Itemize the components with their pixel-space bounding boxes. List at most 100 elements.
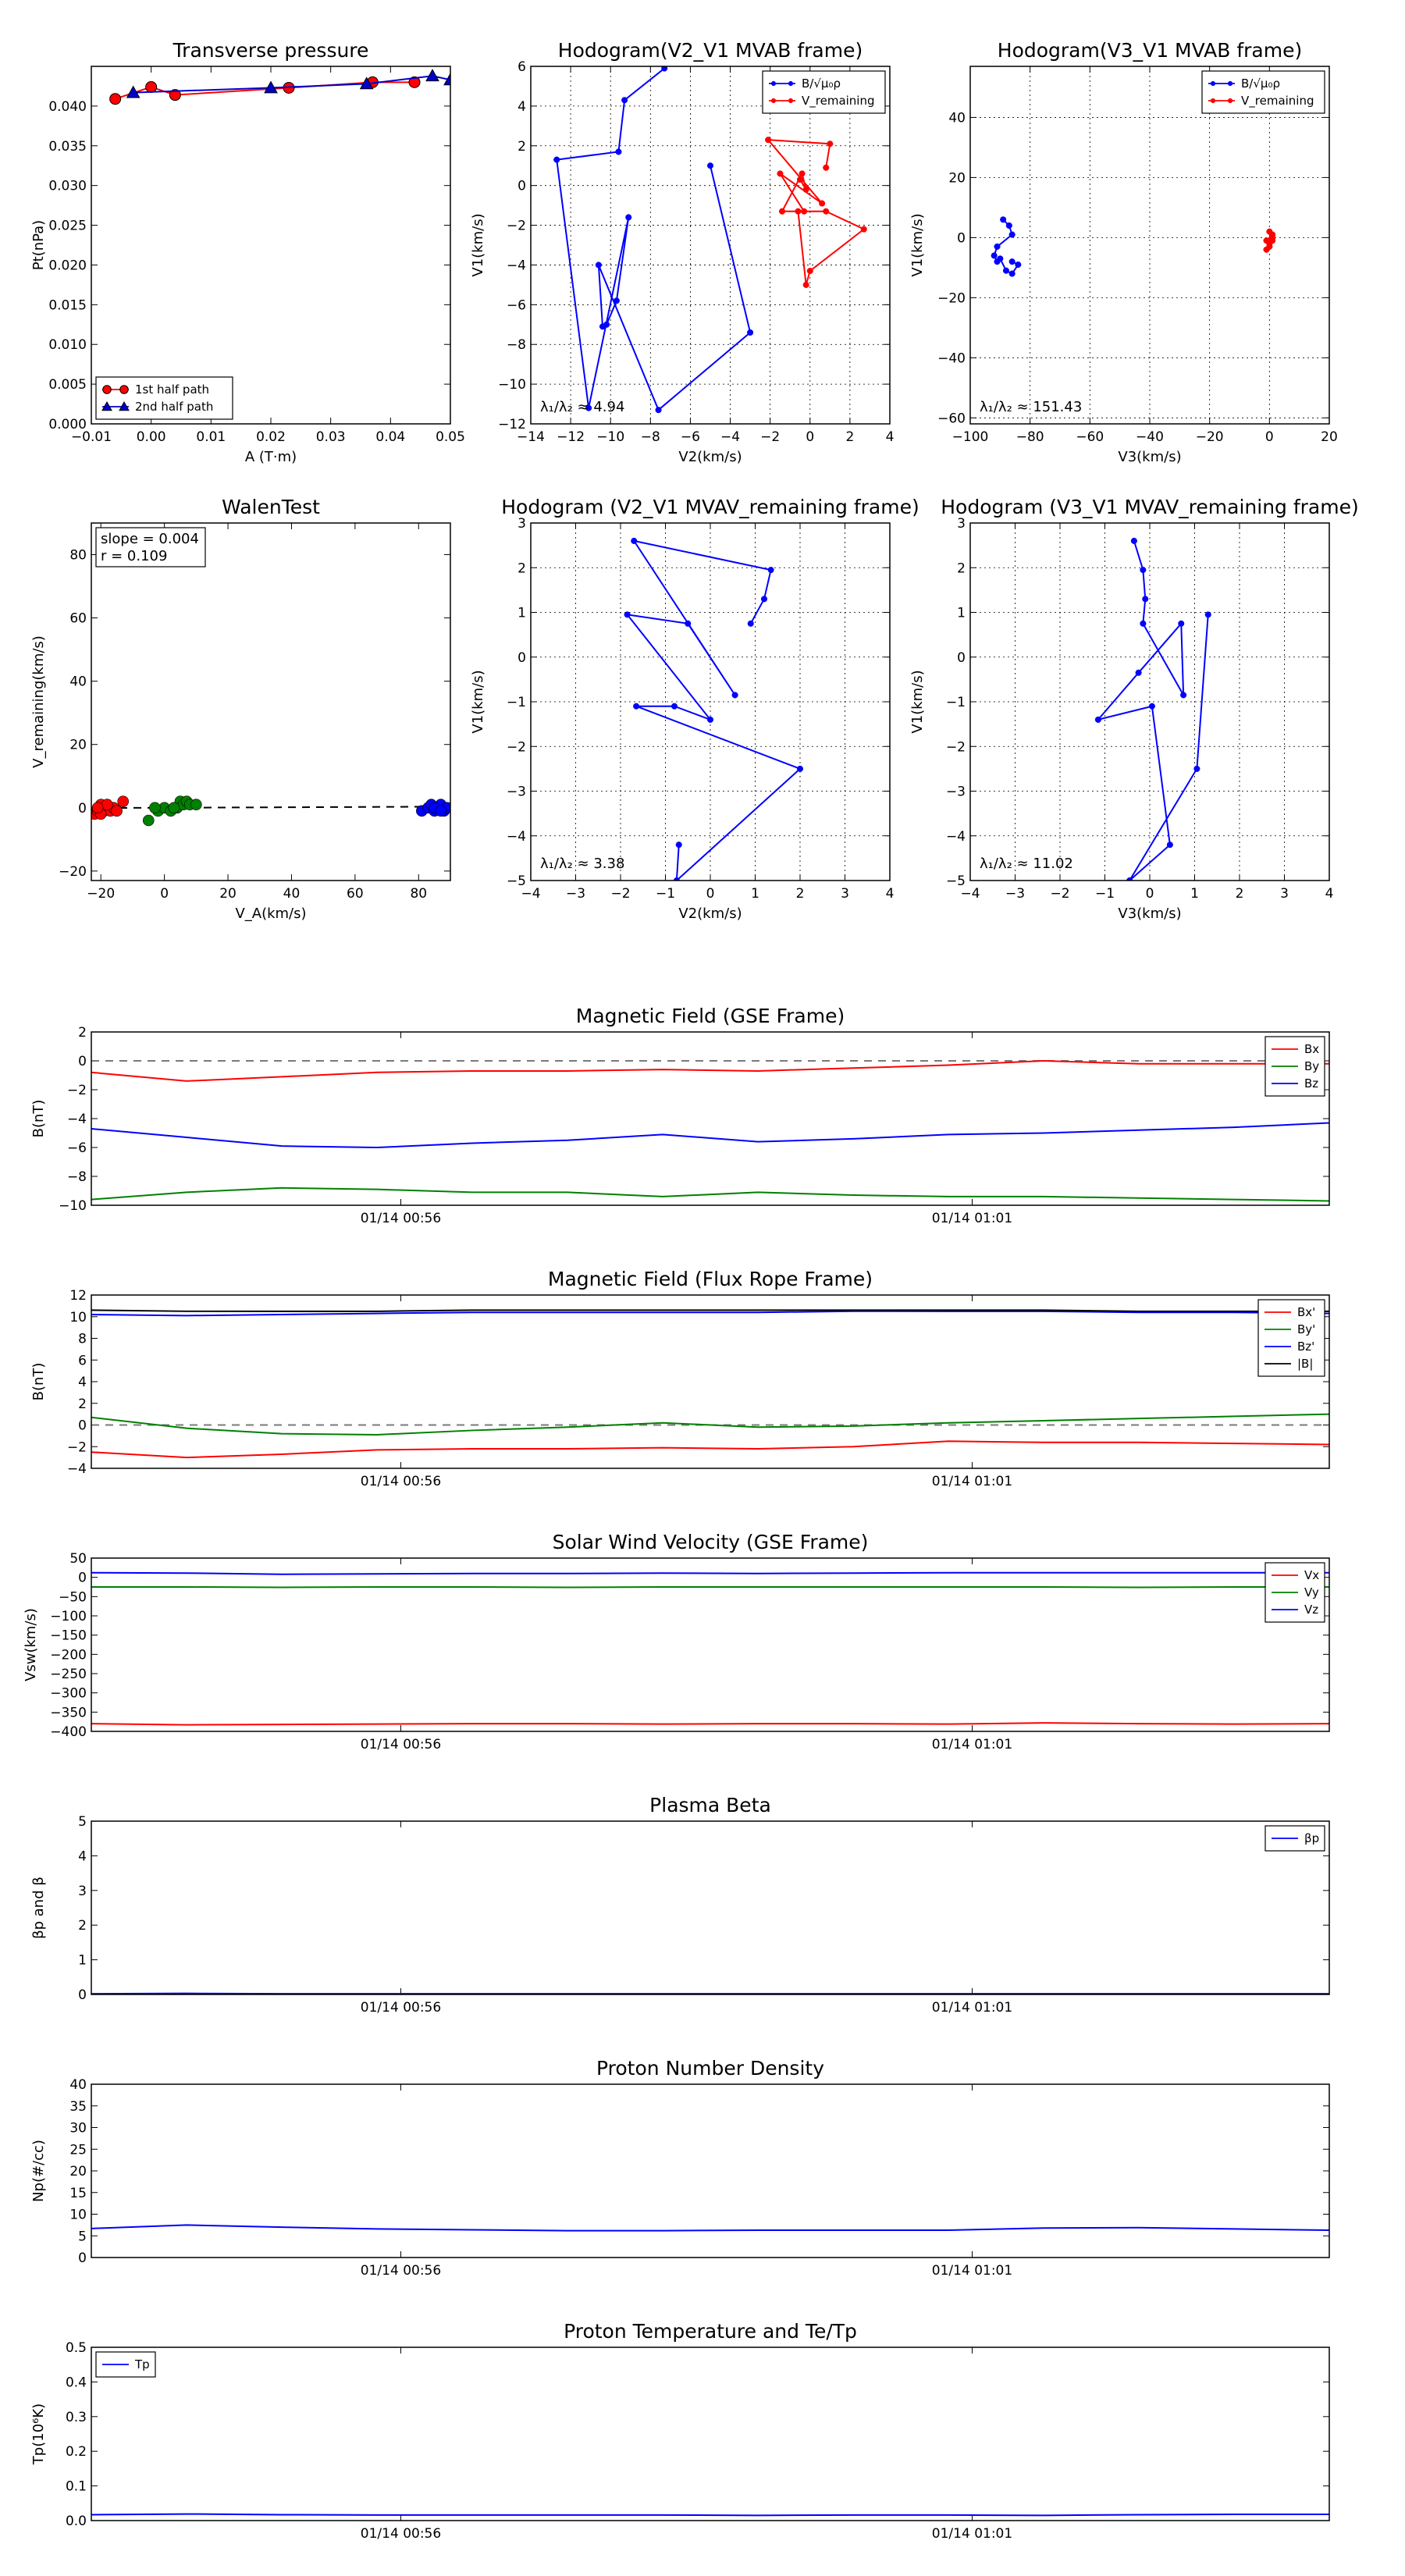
data-point bbox=[359, 76, 374, 90]
y-tick-label: 0 bbox=[957, 650, 966, 666]
x-tick-label: −4 bbox=[960, 886, 980, 902]
y-tick-label: −4 bbox=[946, 829, 966, 845]
y-tick-label: −2 bbox=[507, 739, 526, 755]
chart-title: Plasma Beta bbox=[649, 1794, 771, 1816]
x-tick-label: 0 bbox=[706, 886, 715, 902]
legend: βp bbox=[1264, 1825, 1325, 1852]
x-tick-label: 01/14 00:56 bbox=[361, 1211, 441, 1226]
y-tick-label: −5 bbox=[507, 873, 526, 889]
legend-label: 1st half path bbox=[135, 382, 209, 397]
x-tick-label: −14 bbox=[517, 429, 545, 445]
y-axis-label: βp and β bbox=[30, 1877, 47, 1939]
chart-title: Hodogram(V3_V1 MVAB frame) bbox=[998, 39, 1302, 62]
series-line bbox=[91, 1187, 1329, 1202]
y-tick-label: −4 bbox=[67, 1112, 87, 1127]
chart-solar-wind-velocity: Solar Wind Velocity (GSE Frame) 01/14 00:… bbox=[23, 1531, 1330, 1752]
data-point bbox=[823, 208, 830, 215]
data-point bbox=[1227, 98, 1233, 104]
data-point bbox=[443, 73, 450, 86]
chart-title: Hodogram (V3_V1 MVAV_remaining frame) bbox=[941, 496, 1359, 518]
y-tick-label: 1 bbox=[518, 606, 526, 621]
legend-label: Bx bbox=[1304, 1042, 1319, 1056]
x-tick-label: 01/14 00:56 bbox=[361, 1737, 441, 1752]
y-axis-label: V1(km/s) bbox=[909, 213, 926, 276]
data-point bbox=[823, 164, 830, 171]
plot-frame bbox=[530, 66, 891, 425]
chart-magnetic-field-flux-rope: Magnetic Field (Flux Rope Frame) 01/14 00… bbox=[30, 1268, 1330, 1489]
data-point bbox=[655, 407, 662, 414]
plot-frame bbox=[969, 66, 1330, 425]
x-tick-label: −40 bbox=[1136, 429, 1164, 445]
y-tick-label: 0.020 bbox=[48, 258, 87, 273]
series-line bbox=[91, 1722, 1329, 1726]
y-tick-label: −400 bbox=[50, 1724, 87, 1740]
x-tick-label: −60 bbox=[1076, 429, 1104, 445]
y-axis-label: V1(km/s) bbox=[470, 670, 486, 733]
plot-area bbox=[91, 1309, 1329, 1459]
legend-frame bbox=[95, 376, 233, 420]
y-tick-label: 35 bbox=[69, 2099, 87, 2115]
x-tick-label: −1 bbox=[656, 886, 675, 902]
y-tick-label: 60 bbox=[69, 611, 87, 627]
plot-area bbox=[91, 2224, 1329, 2232]
stats-line: slope = 0.004 bbox=[101, 531, 199, 547]
legend: Bx' By' Bz' |B| bbox=[1257, 1299, 1325, 1377]
chart-proton-number-density: Proton Number Density 01/14 00:56 01/14 01… bbox=[30, 2057, 1330, 2279]
data-point bbox=[997, 255, 1004, 262]
y-tick-label: 2 bbox=[78, 1397, 87, 1412]
chart-title: WalenTest bbox=[222, 496, 320, 518]
chart-title: Proton Number Density bbox=[596, 2057, 824, 2080]
plot-frame bbox=[91, 1557, 1330, 1732]
y-tick-label: −350 bbox=[50, 1705, 87, 1720]
stats-line: r = 0.109 bbox=[101, 548, 167, 564]
x-tick-label: 01/14 01:01 bbox=[932, 1211, 1012, 1226]
x-tick-label: 0.05 bbox=[436, 429, 465, 445]
y-tick-label: −1 bbox=[507, 695, 526, 710]
data-point bbox=[633, 703, 640, 710]
series-line bbox=[91, 1122, 1329, 1149]
x-tick-label: 01/14 01:01 bbox=[932, 2000, 1012, 2016]
x-tick-label: 4 bbox=[886, 886, 895, 902]
x-tick-label: −2 bbox=[610, 886, 630, 902]
data-point bbox=[126, 85, 140, 98]
data-point bbox=[101, 400, 112, 411]
annotation-text: λ₁/λ₂ ≈ 4.94 bbox=[540, 399, 624, 415]
x-tick-label: 01/14 00:56 bbox=[361, 2263, 441, 2279]
plot-frame bbox=[91, 522, 451, 881]
chart-hodogram-v3v1-mvav: Hodogram (V3_V1 MVAV_remaining frame) −4 −… bbox=[909, 496, 1359, 922]
annotation-text: λ₁/λ₂ ≈ 3.38 bbox=[540, 856, 624, 872]
y-tick-label: 8 bbox=[78, 1332, 87, 1347]
y-tick-label: 0.015 bbox=[48, 297, 87, 313]
y-tick-label: 15 bbox=[69, 2186, 87, 2201]
data-point bbox=[675, 841, 682, 849]
legend-label: Vx bbox=[1304, 1568, 1319, 1582]
y-tick-label: 2 bbox=[518, 139, 526, 155]
data-point bbox=[264, 80, 278, 94]
y-tick-label: −3 bbox=[946, 785, 966, 800]
x-tick-label: −1 bbox=[1095, 886, 1115, 902]
data-point bbox=[747, 620, 754, 627]
data-point bbox=[408, 76, 421, 88]
y-tick-label: 0 bbox=[78, 1987, 87, 2003]
y-tick-label: −4 bbox=[507, 829, 526, 845]
x-tick-label: 2 bbox=[796, 886, 805, 902]
x-tick-label: −80 bbox=[1016, 429, 1044, 445]
data-point bbox=[1210, 80, 1216, 87]
data-point bbox=[685, 620, 692, 627]
fit-line bbox=[91, 806, 450, 809]
data-point bbox=[802, 281, 809, 288]
x-tick-label: −2 bbox=[1050, 886, 1069, 902]
data-point bbox=[661, 66, 668, 72]
chart-transverse-pressure: Transverse pressure −0.01 0.00 0.01 0.02 0.03… bbox=[30, 39, 465, 465]
y-tick-label: 20 bbox=[948, 170, 966, 186]
plot-area bbox=[91, 1571, 1329, 1726]
data-point bbox=[1166, 841, 1173, 849]
annotation-text: λ₁/λ₂ ≈ 11.02 bbox=[980, 856, 1073, 872]
legend-frame bbox=[1201, 70, 1325, 114]
x-tick-label: 0 bbox=[1146, 886, 1154, 902]
y-tick-label: 1 bbox=[78, 1953, 87, 1969]
y-axis-label: B(nT) bbox=[30, 1100, 47, 1138]
series-line bbox=[91, 2224, 1329, 2232]
x-tick-label: 40 bbox=[283, 886, 301, 902]
